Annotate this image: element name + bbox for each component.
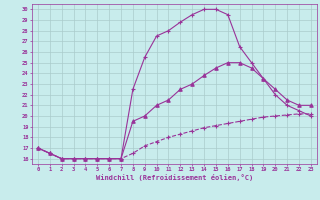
X-axis label: Windchill (Refroidissement éolien,°C): Windchill (Refroidissement éolien,°C) (96, 174, 253, 181)
